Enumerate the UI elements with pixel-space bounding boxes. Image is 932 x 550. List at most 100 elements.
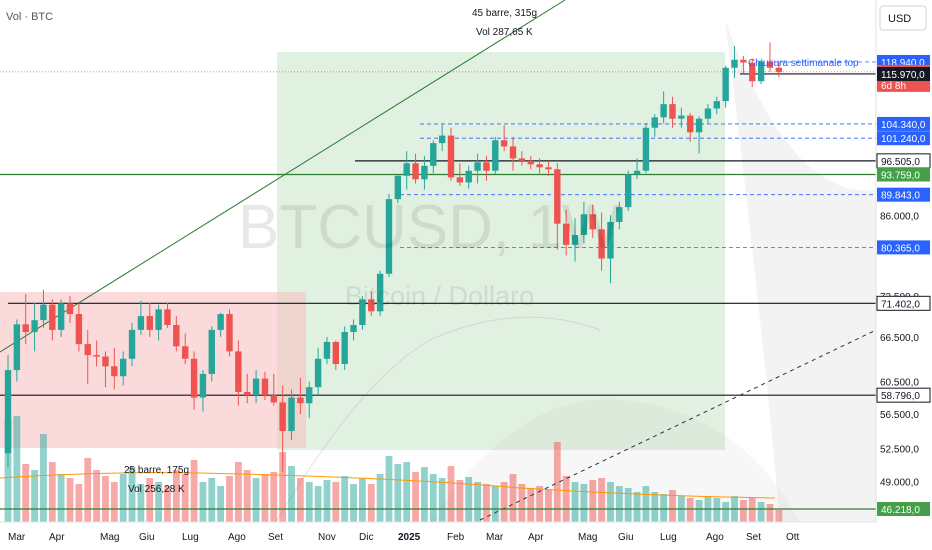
price-tag: 71.402,0 <box>876 295 931 311</box>
volume-bar <box>181 474 189 522</box>
price-tag: 96.505,0 <box>876 153 931 169</box>
volume-bar <box>722 502 730 522</box>
currency-label: USD <box>888 13 911 25</box>
candle <box>731 46 738 78</box>
price-levels <box>0 61 876 510</box>
volume-bar <box>412 472 419 522</box>
x-tick-label: Mar <box>8 532 26 543</box>
candle <box>190 351 198 410</box>
candle <box>217 312 224 337</box>
candle <box>394 174 402 204</box>
volume-bar <box>766 504 774 522</box>
price-tag: 58.796,0 <box>876 387 931 403</box>
candle <box>527 155 534 170</box>
candle <box>66 296 74 323</box>
volume-bar <box>438 478 446 522</box>
volume-bar <box>571 482 579 522</box>
candle <box>633 158 641 180</box>
volume-bar <box>252 478 260 522</box>
candle <box>571 218 579 262</box>
volume-bar <box>686 498 694 522</box>
candle <box>598 212 605 271</box>
volume-bar <box>75 484 83 522</box>
volume-bars <box>0 416 783 522</box>
volume-bar <box>580 484 588 522</box>
price-tag: 6d 8h <box>877 77 930 92</box>
volume-bar <box>607 482 614 522</box>
volume-bar <box>562 476 570 522</box>
price-tag: 115.970,0 <box>877 66 930 81</box>
volume-bar <box>536 486 543 522</box>
candle <box>13 319 21 382</box>
candle <box>261 371 269 400</box>
candle <box>766 42 774 72</box>
candle <box>678 107 685 128</box>
candle <box>775 61 783 78</box>
svg-text:101.240,0: 101.240,0 <box>881 134 926 145</box>
volume-bar <box>350 484 357 522</box>
y-tick-label: 52.500,0 <box>880 445 919 456</box>
volume-bar <box>518 484 526 522</box>
volume-bar <box>615 486 623 522</box>
y-tick-label: 66.500,0 <box>880 333 919 344</box>
candle <box>128 322 136 367</box>
volume-bar <box>57 474 65 522</box>
price-tag: 101.240,0 <box>877 131 930 146</box>
candle <box>695 116 703 154</box>
candle <box>137 300 145 335</box>
candle <box>651 114 658 137</box>
x-tick-label: Giu <box>139 532 155 543</box>
candle <box>199 370 207 412</box>
currency-button[interactable] <box>879 5 927 31</box>
indicator-label: Vol · BTC <box>6 11 53 23</box>
volume-bar <box>48 462 56 522</box>
candle <box>368 291 375 317</box>
candle <box>518 151 526 166</box>
volume-bar <box>190 460 198 522</box>
x-tick-label: Giu <box>618 532 634 543</box>
volume-bar <box>128 467 136 522</box>
candle <box>4 355 12 468</box>
volume-bar <box>296 478 304 522</box>
candle <box>616 201 623 230</box>
fib-fan <box>725 20 876 522</box>
x-tick-label: Ago <box>228 532 246 543</box>
candle <box>438 124 446 152</box>
volume-bar <box>376 474 384 522</box>
trend-lines <box>0 0 877 521</box>
volume-bar <box>527 488 535 522</box>
volume-bar <box>757 502 765 522</box>
volume-bar <box>403 462 411 522</box>
lower-trendline <box>479 329 877 521</box>
volume-bar <box>243 470 251 522</box>
svg-text:93.759,0: 93.759,0 <box>881 170 920 181</box>
x-tick-label: Feb <box>447 532 465 543</box>
volume-bar <box>429 474 437 522</box>
volume-bar <box>739 500 747 522</box>
time-axis[interactable] <box>0 522 932 550</box>
x-tick-label: Lug <box>660 532 677 543</box>
volume-bar <box>421 467 428 522</box>
green-range-bars: 45 barre, 315g <box>472 8 537 19</box>
x-tick-label: Set <box>746 532 761 543</box>
volume-bar <box>199 482 207 522</box>
x-tick-label: 2025 <box>398 532 421 543</box>
volume-bar <box>447 466 455 522</box>
volume-bar <box>305 482 313 522</box>
volume-bar <box>545 490 552 522</box>
volume-bar <box>465 477 473 522</box>
candle <box>403 151 410 190</box>
x-tick-label: Nov <box>318 532 336 543</box>
candle <box>562 209 570 256</box>
volume-bar <box>509 474 517 522</box>
svg-text:58.796,0: 58.796,0 <box>881 391 920 402</box>
volume-bar <box>474 482 481 522</box>
candle <box>421 155 428 190</box>
candle <box>704 104 712 124</box>
volume-bar <box>146 478 154 522</box>
volume-bar <box>323 480 331 522</box>
volume-bar <box>713 498 721 522</box>
volume-bar <box>456 480 464 522</box>
volume-bar <box>22 464 30 522</box>
